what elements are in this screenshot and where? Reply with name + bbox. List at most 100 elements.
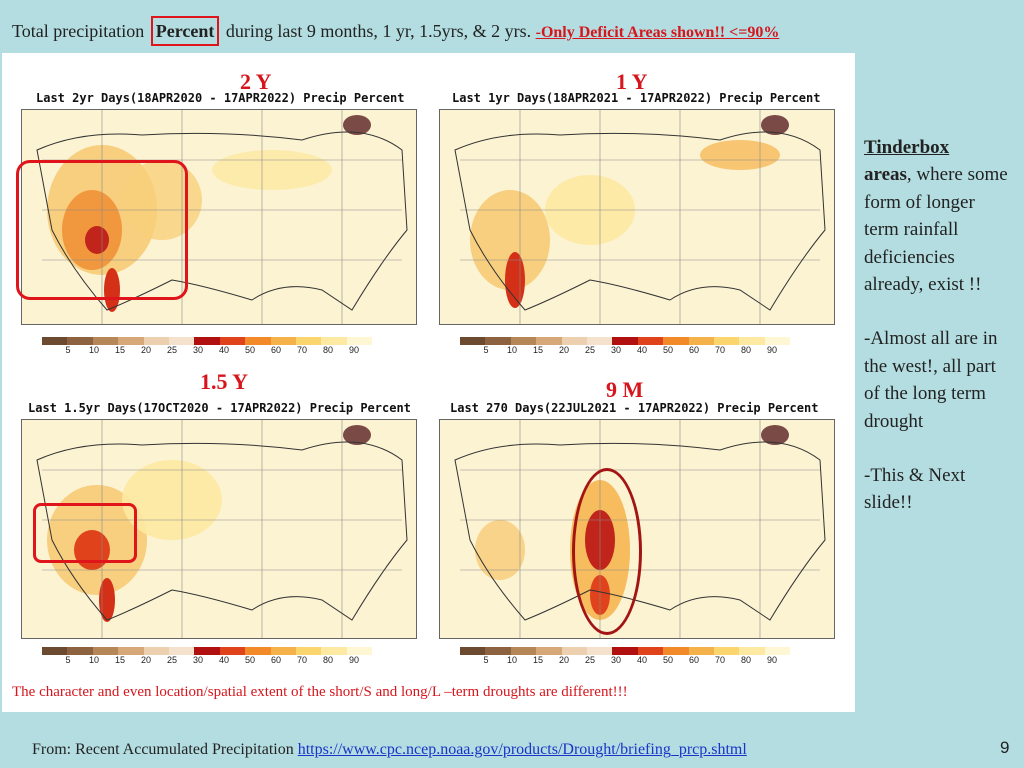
colorbar-tick: 50 [244, 655, 255, 665]
colorbar-swatch [67, 647, 93, 655]
colorbar-swatch [561, 647, 587, 655]
colorbar-swatch [270, 337, 296, 345]
map-2y-colorbar [42, 337, 373, 345]
map-1y-ticks: 5 10 15 20 25 30 40 50 60 70 80 90 [474, 345, 784, 355]
colorbar-swatch [42, 647, 68, 655]
colorbar-tick: 60 [270, 345, 281, 355]
map-1y-colorbar [460, 337, 791, 345]
map-1-5y-colorbar [42, 647, 373, 655]
colorbar-tick: 20 [558, 345, 569, 355]
map-1-5y-image [21, 419, 417, 639]
slide-title: Total precipitation Percent during last … [12, 16, 1012, 46]
colorbar-swatch [739, 337, 765, 345]
colorbar-tick: 30 [192, 655, 203, 665]
colorbar-swatch [536, 647, 562, 655]
colorbar-tick: 80 [322, 345, 333, 355]
colorbar-swatch [586, 647, 613, 655]
colorbar-swatch [194, 647, 220, 655]
colorbar-swatch [168, 647, 195, 655]
colorbar-swatch [739, 647, 765, 655]
colorbar-swatch [143, 647, 169, 655]
map-9m-label: 9 M [606, 377, 644, 402]
side-rest: , where some form of longer term rainfal… [864, 164, 1008, 296]
footer-text: From: Recent Accumulated Precipitation [32, 741, 298, 758]
map-1-5y-highlight [33, 503, 137, 563]
colorbar-tick: 30 [610, 345, 621, 355]
colorbar-tick: 80 [740, 345, 751, 355]
colorbar-swatch [485, 337, 511, 345]
colorbar-tick: 25 [584, 345, 595, 355]
colorbar-swatch [510, 337, 537, 345]
colorbar-swatch [270, 647, 296, 655]
colorbar-tick: 20 [140, 345, 151, 355]
colorbar-tick: 30 [192, 345, 203, 355]
colorbar-tick: 20 [140, 655, 151, 665]
map-2y-ticks: 5 10 15 20 25 30 40 50 60 70 80 90 [56, 345, 366, 355]
map-9m-colorbar [460, 647, 791, 655]
colorbar-swatch [346, 337, 373, 345]
map-2y-highlight [16, 160, 188, 300]
colorbar-tick: 25 [166, 655, 177, 665]
colorbar-swatch [713, 647, 740, 655]
colorbar-tick: 40 [218, 655, 229, 665]
colorbar-tick: 40 [218, 345, 229, 355]
colorbar-tick: 50 [662, 655, 673, 665]
colorbar-tick: 50 [244, 345, 255, 355]
map-1-5y-ticks: 5 10 15 20 25 30 40 50 60 70 80 90 [56, 655, 366, 665]
colorbar-tick: 10 [506, 655, 517, 665]
map-9m-ticks: 5 10 15 20 25 30 40 50 60 70 80 90 [474, 655, 784, 665]
side-heading: Tinderbox [864, 137, 950, 158]
colorbar-swatch [612, 337, 638, 345]
map-2y-title: Last 2yr Days(18APR2020 - 17APR2022) Pre… [36, 91, 405, 105]
colorbar-tick: 10 [88, 345, 99, 355]
map-2y-label: 2 Y [240, 69, 272, 94]
source-link[interactable]: https://www.cpc.ncep.noaa.gov/products/D… [297, 741, 747, 758]
side-para3: -This & Next slide!! [864, 465, 966, 514]
colorbar-swatch [219, 647, 246, 655]
side-para2: -Almost all are in the west!, all part o… [864, 328, 998, 432]
colorbar-swatch [764, 647, 791, 655]
colorbar-tick: 5 [65, 345, 71, 355]
map-9m-highlight [572, 468, 642, 635]
colorbar-swatch [118, 647, 144, 655]
map-9m-title: Last 270 Days(22JUL2021 - 17APR2022) Pre… [450, 401, 819, 415]
side-bold: areas [864, 164, 907, 186]
side-notes: Tinderbox areas, where some form of long… [864, 134, 1014, 544]
colorbar-tick: 50 [662, 345, 673, 355]
colorbar-swatch [688, 337, 714, 345]
colorbar-tick: 15 [114, 345, 125, 355]
colorbar-swatch [663, 647, 689, 655]
maps-panel: 2 Y Last 2yr Days(18APR2020 - 17APR2022)… [2, 53, 855, 712]
colorbar-tick: 80 [740, 655, 751, 665]
colorbar-tick: 15 [532, 655, 543, 665]
colorbar-tick: 5 [483, 345, 489, 355]
colorbar-tick: 10 [88, 655, 99, 665]
footer: From: Recent Accumulated Precipitation h… [32, 741, 747, 759]
colorbar-tick: 60 [688, 345, 699, 355]
colorbar-swatch [168, 337, 195, 345]
colorbar-swatch [586, 337, 613, 345]
colorbar-tick: 5 [65, 655, 71, 665]
page-number: 9 [1000, 738, 1010, 757]
colorbar-tick: 70 [296, 655, 307, 665]
colorbar-tick: 90 [766, 345, 777, 355]
colorbar-swatch [143, 337, 169, 345]
caption: The character and even location/spatial … [12, 684, 628, 700]
colorbar-tick: 60 [270, 655, 281, 665]
map-2y-image [21, 109, 417, 325]
map-1-5y-title: Last 1.5yr Days(17OCT2020 - 17APR2022) P… [28, 401, 411, 415]
colorbar-swatch [460, 337, 486, 345]
colorbar-tick: 5 [483, 655, 489, 665]
colorbar-tick: 70 [296, 345, 307, 355]
colorbar-swatch [460, 647, 486, 655]
colorbar-tick: 90 [766, 655, 777, 665]
colorbar-tick: 70 [714, 345, 725, 355]
colorbar-swatch [536, 337, 562, 345]
title-prefix: Total precipitation [12, 21, 145, 41]
colorbar-swatch [764, 337, 791, 345]
colorbar-swatch [219, 337, 246, 345]
map-1-5y-label: 1.5 Y [200, 369, 249, 394]
colorbar-tick: 15 [114, 655, 125, 665]
colorbar-tick: 90 [348, 345, 359, 355]
title-deficit-note: -Only Deficit Areas shown!! <=90% [535, 24, 780, 41]
